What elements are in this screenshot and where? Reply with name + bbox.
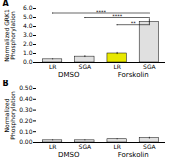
svg-text:LR: LR — [49, 63, 57, 70]
svg-text:0.20: 0.20 — [19, 117, 33, 124]
svg-text:0.40: 0.40 — [19, 95, 33, 102]
svg-text:LR: LR — [113, 63, 121, 70]
svg-text:****: **** — [96, 9, 107, 15]
svg-text:0.10: 0.10 — [19, 128, 33, 135]
svg-text:**: ** — [131, 20, 137, 26]
svg-text:0.50: 0.50 — [19, 84, 33, 91]
svg-text:A: A — [3, 0, 10, 8]
svg-text:3.0: 3.0 — [23, 31, 33, 38]
svg-text:0.30: 0.30 — [19, 106, 33, 113]
svg-text:DMSO: DMSO — [58, 71, 80, 79]
svg-text:1.0: 1.0 — [23, 49, 33, 56]
svg-text:SGA: SGA — [79, 63, 92, 70]
svg-text:SGA: SGA — [79, 143, 92, 150]
svg-text:0.0: 0.0 — [23, 58, 33, 65]
svg-text:****: **** — [112, 13, 123, 19]
svg-text:DMSO: DMSO — [58, 151, 80, 159]
svg-text:LR: LR — [113, 143, 121, 150]
svg-text:6.0: 6.0 — [23, 4, 33, 11]
svg-text:Forskolin: Forskolin — [118, 71, 149, 79]
svg-text:NormalizedPhosphorylation: NormalizedPhosphorylation — [3, 91, 17, 140]
svg-text:SGA: SGA — [143, 63, 156, 70]
svg-text:0.00: 0.00 — [19, 138, 33, 145]
svg-text:B: B — [3, 80, 9, 88]
svg-text:Normalized GRK1Phosphorylation: Normalized GRK1Phosphorylation — [3, 9, 17, 62]
svg-text:2.0: 2.0 — [23, 40, 33, 47]
svg-text:4.0: 4.0 — [23, 22, 33, 29]
svg-text:5.0: 5.0 — [23, 13, 33, 20]
svg-text:LR: LR — [49, 143, 57, 150]
svg-text:SGA: SGA — [143, 143, 156, 150]
svg-text:Forskolin: Forskolin — [118, 151, 149, 159]
